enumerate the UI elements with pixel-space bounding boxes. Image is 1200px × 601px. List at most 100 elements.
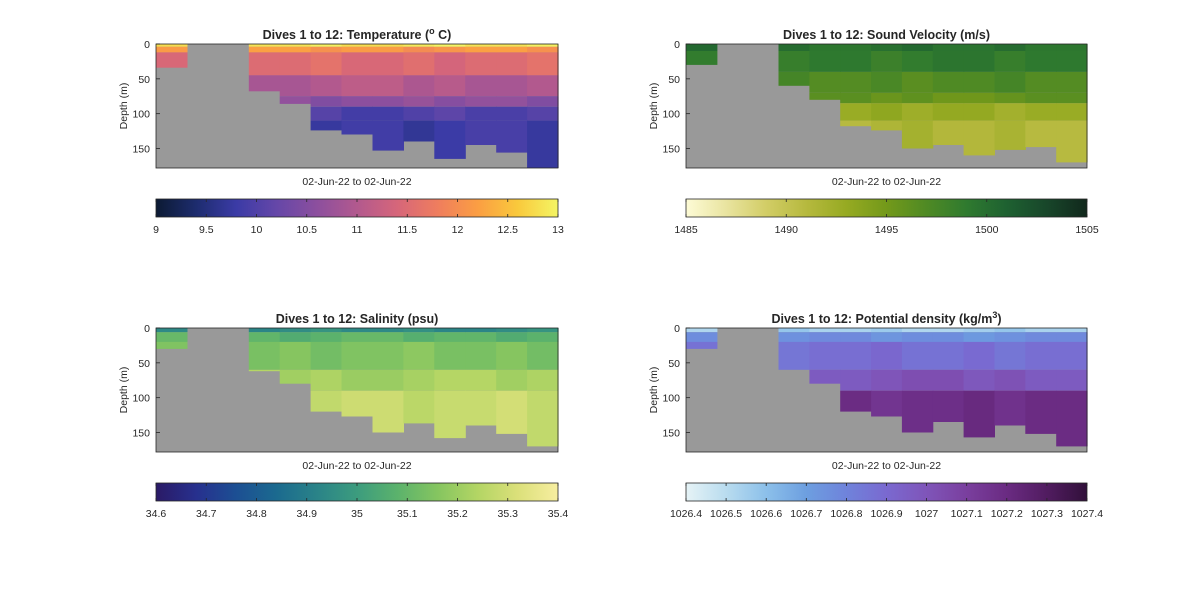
data-cell <box>901 51 934 72</box>
data-cell <box>840 71 872 93</box>
data-cell <box>248 369 281 372</box>
y-tick-label: 150 <box>662 427 680 439</box>
data-cell <box>310 96 343 107</box>
data-cell <box>932 44 965 51</box>
colorbar-tick-label: 35.2 <box>447 508 468 520</box>
data-cell <box>465 96 497 107</box>
data-cell <box>248 46 281 53</box>
axes-box <box>685 43 1088 169</box>
data-cell <box>686 341 718 349</box>
data-cell <box>932 390 965 422</box>
data-cell <box>901 369 934 391</box>
chart-panel-1: 0 50 100 150 Depth (m) 02-Jun-22 to 02-Jun-22… <box>118 26 564 236</box>
x-axis-label: 02-Jun-22 to 02-Jun-22 <box>832 460 941 472</box>
data-cell <box>279 44 312 47</box>
data-cell <box>372 390 404 433</box>
data-cell <box>1056 332 1088 342</box>
data-cell <box>310 390 343 412</box>
data-cell <box>932 120 965 145</box>
data-cell <box>1056 51 1088 72</box>
data-cell <box>465 369 497 391</box>
data-cell <box>963 44 995 51</box>
colorbar-tick-label: 12.5 <box>498 224 519 236</box>
data-cell <box>1025 369 1057 391</box>
data-cell <box>403 341 435 370</box>
data-cell <box>156 332 188 342</box>
y-tick-label: 0 <box>674 39 680 51</box>
chart-title: Dives 1 to 12: Potential density (kg/m3) <box>771 310 1001 326</box>
colorbar-tick-label: 35.3 <box>498 508 519 520</box>
data-cell <box>1025 120 1057 148</box>
data-cell <box>310 341 343 370</box>
data-cell <box>248 341 281 370</box>
colorbar-tick-label: 34.6 <box>146 508 167 520</box>
y-tick-label: 50 <box>138 74 150 86</box>
data-cell <box>341 52 373 76</box>
data-cell <box>778 71 810 86</box>
colorbar-tick-label: 1026.7 <box>790 508 822 520</box>
data-cell <box>527 75 559 97</box>
colorbar-tick-label: 1027.2 <box>991 508 1023 520</box>
data-cell <box>527 96 559 107</box>
data-cell <box>496 328 528 333</box>
y-tick-label: 100 <box>662 109 680 121</box>
data-cell <box>1056 390 1088 447</box>
data-cell <box>403 369 435 391</box>
data-cell <box>279 369 312 384</box>
data-cell <box>840 44 872 51</box>
data-cell <box>434 341 466 370</box>
data-cell <box>248 328 281 333</box>
y-tick-label: 0 <box>674 323 680 335</box>
data-cell <box>1056 328 1088 333</box>
data-cell <box>1025 71 1057 93</box>
colorbar-tick-label: 1027.3 <box>1031 508 1063 520</box>
data-cell <box>932 103 965 121</box>
data-cell <box>901 71 934 93</box>
title-text: Dives 1 to 12: Temperature ( <box>263 28 430 42</box>
data-cell <box>1025 51 1057 72</box>
data-cell <box>932 341 965 370</box>
data-cell <box>341 46 373 53</box>
data-cell <box>372 106 404 121</box>
data-cell <box>372 328 404 333</box>
colorbar-tick-label: 1490 <box>775 224 799 236</box>
data-cell <box>1025 103 1057 121</box>
data-cell <box>994 328 1026 333</box>
colorbar-tick-label: 12 <box>452 224 464 236</box>
data-cell <box>809 71 841 93</box>
data-cell <box>496 341 528 370</box>
data-cell <box>686 44 718 51</box>
data-cell <box>248 75 281 92</box>
data-cell <box>1056 341 1088 370</box>
data-cell <box>279 328 312 333</box>
data-cell <box>994 44 1026 51</box>
data-cell <box>434 44 466 47</box>
data-cell <box>434 332 466 342</box>
data-cell <box>1056 92 1088 104</box>
colorbar-tick-label: 13 <box>552 224 564 236</box>
data-cell <box>403 46 435 53</box>
data-cell <box>310 332 343 342</box>
data-cell <box>778 44 810 51</box>
data-cell <box>372 332 404 342</box>
data-cell <box>372 46 404 53</box>
colorbar-tick-label: 35.4 <box>548 508 569 520</box>
data-cell <box>372 52 404 76</box>
data-cell <box>465 332 497 342</box>
data-cell <box>932 328 965 333</box>
data-cell <box>341 120 373 135</box>
data-cell <box>1056 103 1088 121</box>
data-cell <box>434 75 466 97</box>
data-cell <box>871 369 903 391</box>
data-cell <box>963 71 995 93</box>
data-cell <box>840 51 872 72</box>
data-cell <box>527 52 559 76</box>
data-cell <box>341 75 373 97</box>
chart-title: Dives 1 to 12: Salinity (psu) <box>276 312 439 326</box>
data-cell <box>403 332 435 342</box>
colorbar-tick-label: 34.8 <box>246 508 267 520</box>
title-superscript: 3 <box>992 310 997 320</box>
title-text: Dives 1 to 12: Sound Velocity (m/s) <box>783 28 990 42</box>
y-tick-label: 50 <box>138 358 150 370</box>
data-cell <box>496 120 528 153</box>
